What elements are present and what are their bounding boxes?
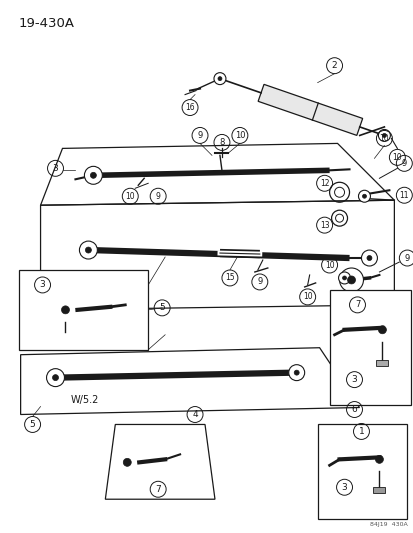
Text: 7: 7 (354, 301, 359, 309)
Circle shape (79, 241, 97, 259)
Text: 1: 1 (358, 427, 363, 436)
Text: 11: 11 (399, 191, 408, 200)
Text: 9: 9 (256, 278, 262, 286)
Circle shape (217, 77, 221, 80)
Polygon shape (258, 84, 362, 135)
Bar (329, 290, 411, 405)
Circle shape (377, 326, 385, 334)
Text: 2: 2 (331, 61, 337, 70)
Text: 3: 3 (52, 164, 58, 173)
Circle shape (90, 172, 96, 179)
Circle shape (347, 276, 355, 284)
Circle shape (52, 375, 58, 381)
Text: 9: 9 (197, 131, 202, 140)
Text: 84J19  430A: 84J19 430A (369, 522, 406, 527)
Circle shape (62, 306, 69, 314)
Circle shape (367, 447, 390, 471)
Polygon shape (105, 424, 214, 499)
Bar (19, 270, 148, 350)
Text: 10: 10 (379, 134, 388, 143)
Text: 3: 3 (341, 483, 347, 492)
Text: 5: 5 (30, 420, 36, 429)
Text: 3: 3 (40, 280, 45, 289)
Text: 9: 9 (404, 254, 409, 263)
Circle shape (377, 130, 389, 141)
Text: 12: 12 (319, 179, 329, 188)
Text: 10: 10 (324, 261, 334, 270)
Text: 4: 4 (192, 410, 197, 419)
Text: 9: 9 (155, 192, 160, 201)
Text: 10: 10 (234, 131, 244, 140)
Circle shape (361, 250, 377, 266)
Circle shape (46, 369, 64, 386)
Text: 13: 13 (319, 221, 329, 230)
Circle shape (342, 276, 346, 280)
Circle shape (370, 318, 394, 342)
Circle shape (358, 190, 370, 202)
Text: 10: 10 (302, 293, 312, 301)
Text: 7: 7 (155, 484, 161, 494)
Text: 10: 10 (125, 192, 135, 201)
Bar (373, 487, 385, 493)
Bar (317, 424, 406, 519)
Text: 15: 15 (225, 273, 234, 282)
Circle shape (382, 133, 385, 138)
Circle shape (362, 194, 366, 198)
Circle shape (288, 365, 304, 381)
Circle shape (214, 72, 225, 85)
Circle shape (115, 450, 139, 474)
Text: 5: 5 (159, 303, 165, 312)
Text: 3: 3 (351, 375, 356, 384)
Circle shape (85, 247, 91, 253)
Circle shape (53, 298, 77, 322)
Text: 8: 8 (219, 138, 224, 147)
Circle shape (338, 272, 350, 284)
Bar (375, 360, 387, 366)
Text: 6: 6 (351, 405, 356, 414)
Circle shape (294, 370, 299, 375)
Circle shape (339, 268, 363, 292)
Circle shape (123, 458, 131, 466)
Circle shape (375, 455, 382, 463)
Text: 16: 16 (185, 103, 195, 112)
Text: 19-430A: 19-430A (19, 17, 74, 30)
Text: 9: 9 (401, 159, 406, 168)
Text: 10: 10 (392, 153, 401, 162)
Circle shape (366, 255, 371, 261)
Circle shape (84, 166, 102, 184)
Text: W/5.2: W/5.2 (70, 394, 99, 405)
